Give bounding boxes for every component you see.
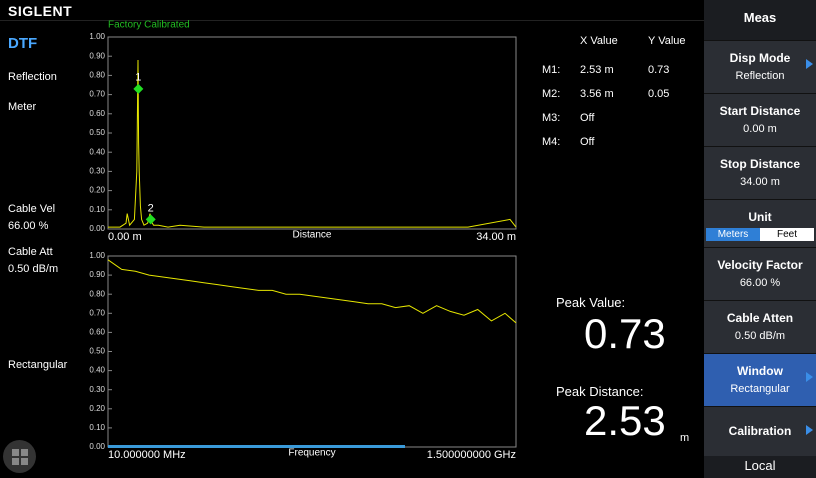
menu-label: Window [737, 364, 783, 378]
marker-label: 2 [148, 202, 154, 214]
menu-item[interactable]: Calibration [704, 406, 816, 456]
menu-item[interactable]: Start Distance 0.00 m [704, 93, 816, 146]
y-tick-label: 0.80 [89, 71, 105, 80]
marker-cell: 0.73 [648, 64, 670, 76]
format: Meter [8, 101, 37, 113]
unit-option[interactable]: Feet [760, 228, 814, 241]
menu-label: Cable Atten [726, 311, 794, 325]
x-tick-label: 34.00 m [476, 231, 516, 243]
menu: Meas Disp Mode Reflection Start Distance 0… [704, 0, 816, 478]
menu-label: Stop Distance [719, 157, 800, 171]
marker-cell: 3.56 m [580, 88, 614, 100]
cable-att: 0.50 dB/m [8, 263, 59, 275]
x-axis-label: Frequency [288, 448, 335, 459]
marker [133, 83, 144, 94]
charts: Factory Calibrated 0.00 0.10 0.20 0.30 0.40 0… [89, 20, 517, 461]
marker-cell: 2.53 m [580, 64, 614, 76]
peak-value-label: Peak Value: [556, 295, 626, 310]
plot-area [107, 255, 517, 448]
marker-cell: M4: [542, 136, 561, 148]
y-tick-label: 0.00 [89, 442, 105, 451]
marker-cell: M2: [542, 88, 561, 100]
mode: DTF [8, 35, 38, 52]
plot-area [107, 36, 517, 230]
menu-label: Disp Mode [729, 51, 791, 65]
y-tick-label: 0.00 [89, 224, 105, 233]
y-tick-label: 1.00 [89, 32, 105, 41]
apps-button[interactable] [3, 440, 36, 473]
menu-value: 34.00 m [740, 176, 780, 188]
y-tick-label: 0.50 [89, 347, 105, 356]
menu-item: Unit Meters Feet [704, 199, 816, 247]
sweep-progress [108, 445, 405, 448]
menu-item[interactable]: Disp Mode Reflection [704, 40, 816, 93]
y-tick-label: 1.00 [89, 251, 105, 260]
local[interactable]: Local [744, 458, 776, 473]
menu-value: 66.00 % [739, 277, 781, 289]
y-tick-label: 0.30 [89, 167, 105, 176]
menu-value: Reflection [735, 70, 785, 82]
peak-distance-label: Peak Distance: [556, 384, 644, 399]
menu-value: 0.50 dB/m [734, 330, 786, 342]
marker-cell: M1: [542, 64, 561, 76]
peak-distance-unit: m [680, 432, 690, 444]
marker-label: 1 [135, 72, 141, 84]
marker-cell: Off [580, 136, 595, 148]
y-tick-label: 0.40 [89, 147, 105, 156]
peak-distance: 2.53 [584, 397, 666, 444]
menu-item[interactable]: Velocity Factor 66.00 % [704, 247, 816, 300]
peak-value: 0.73 [584, 310, 666, 357]
col-header: X Value [580, 35, 618, 47]
marker-cell: M3: [542, 112, 561, 124]
y-tick-label: 0.60 [89, 109, 105, 118]
disp-mode: Reflection [8, 71, 57, 83]
marker [145, 214, 156, 225]
y-tick-label: 0.80 [89, 289, 105, 298]
menu-label: Start Distance [719, 104, 801, 118]
x-tick-label: 0.00 m [108, 231, 142, 243]
menu-value: 0.00 m [743, 123, 777, 135]
y-tick-label: 0.50 [89, 128, 105, 137]
col-header: Y Value [648, 35, 686, 47]
y-tick-label: 0.90 [89, 270, 105, 279]
y-tick-label: 0.70 [89, 308, 105, 317]
unit-option[interactable]: Meters [706, 228, 760, 241]
y-tick-label: 0.60 [89, 328, 105, 337]
y-tick-label: 0.20 [89, 404, 105, 413]
menu-item[interactable]: Cable Atten 0.50 dB/m [704, 300, 816, 353]
y-tick-label: 0.10 [89, 423, 105, 432]
y-tick-label: 0.30 [89, 385, 105, 394]
window: Rectangular [8, 359, 68, 371]
menu-item[interactable]: Window Rectangular [704, 353, 816, 406]
x-tick-label: 1.500000000 GHz [427, 449, 516, 461]
trace [107, 259, 517, 324]
menu-value: Rectangular [730, 383, 790, 395]
y-tick-label: 0.10 [89, 205, 105, 214]
menu-title: Meas [743, 10, 777, 25]
cable-vel: 66.00 % [8, 220, 49, 232]
menu-item[interactable]: Stop Distance 34.00 m [704, 146, 816, 199]
y-tick-label: 0.90 [89, 51, 105, 60]
brand: SIGLENT [8, 3, 73, 19]
x-tick-label: 10.000000 MHz [108, 449, 186, 461]
top-bar: SIGLENT [0, 0, 704, 21]
menu-label: Velocity Factor [717, 258, 803, 272]
marker-cell: 0.05 [648, 88, 670, 100]
marker-cell: Off [580, 112, 595, 124]
menu-label: Calibration [728, 424, 792, 438]
status: Factory Calibrated [108, 20, 190, 31]
cable-att-label: Cable Att [8, 246, 53, 258]
y-tick-label: 0.70 [89, 90, 105, 99]
x-axis-label: Distance [293, 230, 332, 241]
menu-label: Unit [748, 210, 772, 224]
y-tick-label: 0.40 [89, 366, 105, 375]
cable-vel-label: Cable Vel [8, 203, 56, 215]
y-tick-label: 0.20 [89, 186, 105, 195]
